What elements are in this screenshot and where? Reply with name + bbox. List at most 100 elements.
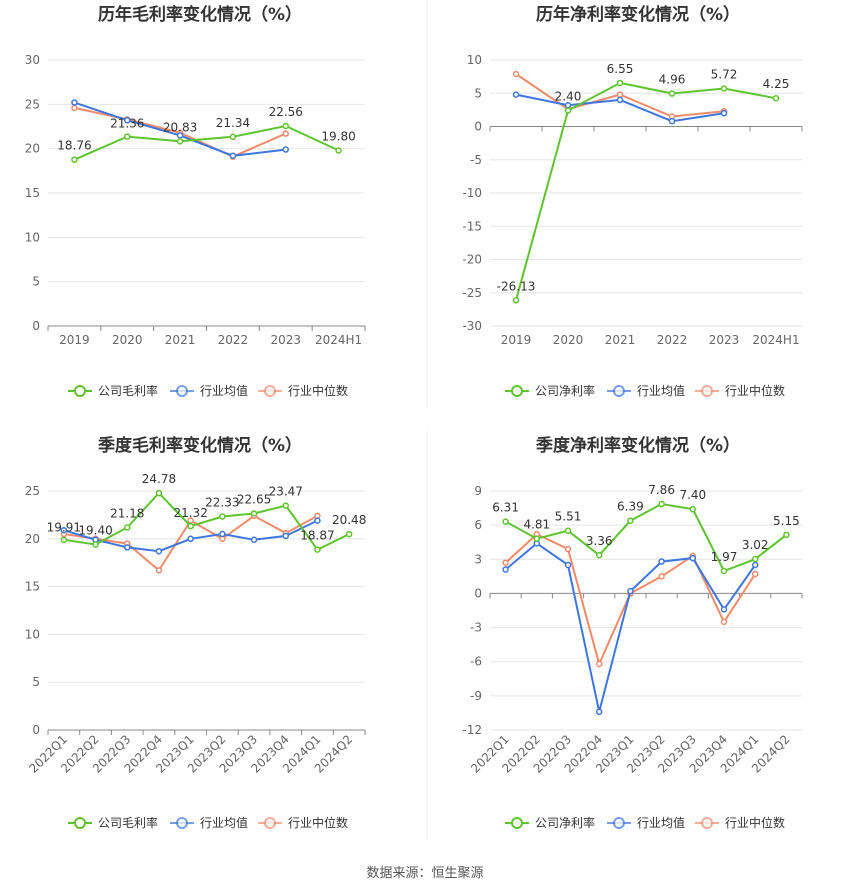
x-tick-label: 2020 <box>553 333 584 347</box>
point-company <box>71 156 78 163</box>
point-avg <box>176 132 184 139</box>
y-tick-label: -12 <box>462 723 482 737</box>
point-avg <box>187 535 194 543</box>
data-label: 21.32 <box>173 506 207 520</box>
data-label: 5.72 <box>711 67 738 81</box>
chart-title: 历年毛利率变化情况（%） <box>98 4 302 25</box>
point-company <box>187 522 194 530</box>
point-avg <box>60 526 68 534</box>
legend-item-avg: 行业均值 <box>170 815 248 830</box>
point-company <box>282 122 289 130</box>
point-company <box>658 500 665 508</box>
legend-item-company: 公司毛利率 <box>68 815 158 830</box>
y-tick-label: 0 <box>474 586 482 600</box>
chart-quarter-net: 季度净利率变化情况（%）-12-9-6-303692022Q12022Q2202… <box>462 435 803 830</box>
y-tick-label: 25 <box>25 97 40 111</box>
point-avg <box>658 558 665 565</box>
data-label: 2.40 <box>555 90 582 104</box>
point-median <box>720 618 728 626</box>
point-median <box>502 559 509 566</box>
data-label: 19.91 <box>47 521 81 535</box>
point-company <box>783 531 790 539</box>
point-median <box>564 545 572 553</box>
point-company <box>314 546 321 553</box>
legend-item-avg: 行业均值 <box>607 815 685 830</box>
y-tick-label: 10 <box>25 230 40 244</box>
legend-item-company: 公司净利率 <box>505 383 595 398</box>
legend-label: 行业中位数 <box>288 383 348 398</box>
data-label: 18.76 <box>57 139 91 153</box>
y-tick-label: 6 <box>474 518 482 532</box>
y-tick-label: -3 <box>470 621 482 635</box>
data-label: 24.78 <box>142 472 176 486</box>
x-tick-label: 2024H1 <box>315 333 362 347</box>
y-tick-label: -5 <box>470 153 482 167</box>
point-company <box>282 502 289 509</box>
point-company <box>668 90 676 97</box>
chart-title: 季度毛利率变化情况（%） <box>98 435 302 456</box>
series-line-company <box>505 502 788 573</box>
x-tick-label: 2024H1 <box>752 333 799 347</box>
data-source-note: 数据来源：恒生聚源 <box>366 866 484 881</box>
point-median <box>282 130 289 137</box>
point-company <box>229 133 237 141</box>
point-avg <box>229 152 237 160</box>
legend-label: 行业中位数 <box>725 383 785 398</box>
point-avg <box>124 544 131 551</box>
y-tick-label: -9 <box>470 689 482 703</box>
point-company <box>502 518 509 525</box>
data-label: 21.18 <box>110 507 144 521</box>
point-median <box>751 570 759 578</box>
legend-label: 行业均值 <box>200 383 248 398</box>
chart-annual-gross: 历年毛利率变化情况（%） 0 5 10 15 20 25 30 2019 2020 2021 2022… <box>25 4 366 398</box>
point-company <box>176 138 184 145</box>
y-tick-label: 20 <box>25 142 40 156</box>
data-label: 23.47 <box>269 485 303 499</box>
data-label: 5.15 <box>773 514 800 528</box>
y-tick-label: -30 <box>462 319 482 333</box>
data-label: 22.65 <box>237 492 271 506</box>
series-line-company <box>73 124 340 161</box>
point-company <box>564 107 572 114</box>
point-median <box>595 660 603 668</box>
legend-item-company: 公司毛利率 <box>68 383 158 398</box>
point-median <box>512 70 520 78</box>
legend-item-median: 行业中位数 <box>258 383 348 398</box>
x-tick-label: 2020 <box>112 333 143 347</box>
point-company <box>335 147 342 154</box>
point-company <box>219 513 226 520</box>
point-median <box>616 91 624 98</box>
data-label: 21.34 <box>216 116 250 130</box>
y-tick-label: 0 <box>474 120 482 134</box>
legend-swatch-marker <box>74 385 86 397</box>
point-company <box>595 551 603 559</box>
legend-swatch-marker <box>613 385 625 397</box>
legend-item-median: 行业中位数 <box>695 383 785 398</box>
data-label: 20.48 <box>332 513 366 527</box>
data-label: 20.83 <box>163 120 197 134</box>
point-avg <box>564 561 572 569</box>
point-avg <box>219 530 226 538</box>
x-tick-label: 2022 <box>657 333 688 347</box>
legend-swatch-marker <box>701 385 713 397</box>
legend-label: 行业均值 <box>200 815 248 830</box>
data-label: 4.25 <box>763 77 790 91</box>
legend-swatch-marker <box>74 817 86 829</box>
legend-item-avg: 行业均值 <box>607 383 685 398</box>
y-tick-label: 15 <box>25 580 40 594</box>
point-company <box>512 297 520 304</box>
y-tick-label: 25 <box>25 484 40 498</box>
y-tick-label: 10 <box>467 53 482 67</box>
point-avg <box>720 109 728 117</box>
y-tick-label: 10 <box>25 627 40 641</box>
data-label: 4.81 <box>523 518 550 532</box>
data-label: 6.55 <box>607 62 634 76</box>
point-median <box>71 104 78 112</box>
data-label: 1.97 <box>711 550 738 564</box>
legend-item-company: 公司净利率 <box>505 815 595 830</box>
chart-annual-net: 历年净利率变化情况（%） -30 -25 -20 -15 -10 -5 0 5 10 2019 202… <box>462 4 803 398</box>
y-tick-label: -10 <box>462 186 482 200</box>
data-label: 3.02 <box>742 538 769 552</box>
data-label: 22.33 <box>205 496 239 510</box>
data-label: 7.86 <box>648 483 675 497</box>
